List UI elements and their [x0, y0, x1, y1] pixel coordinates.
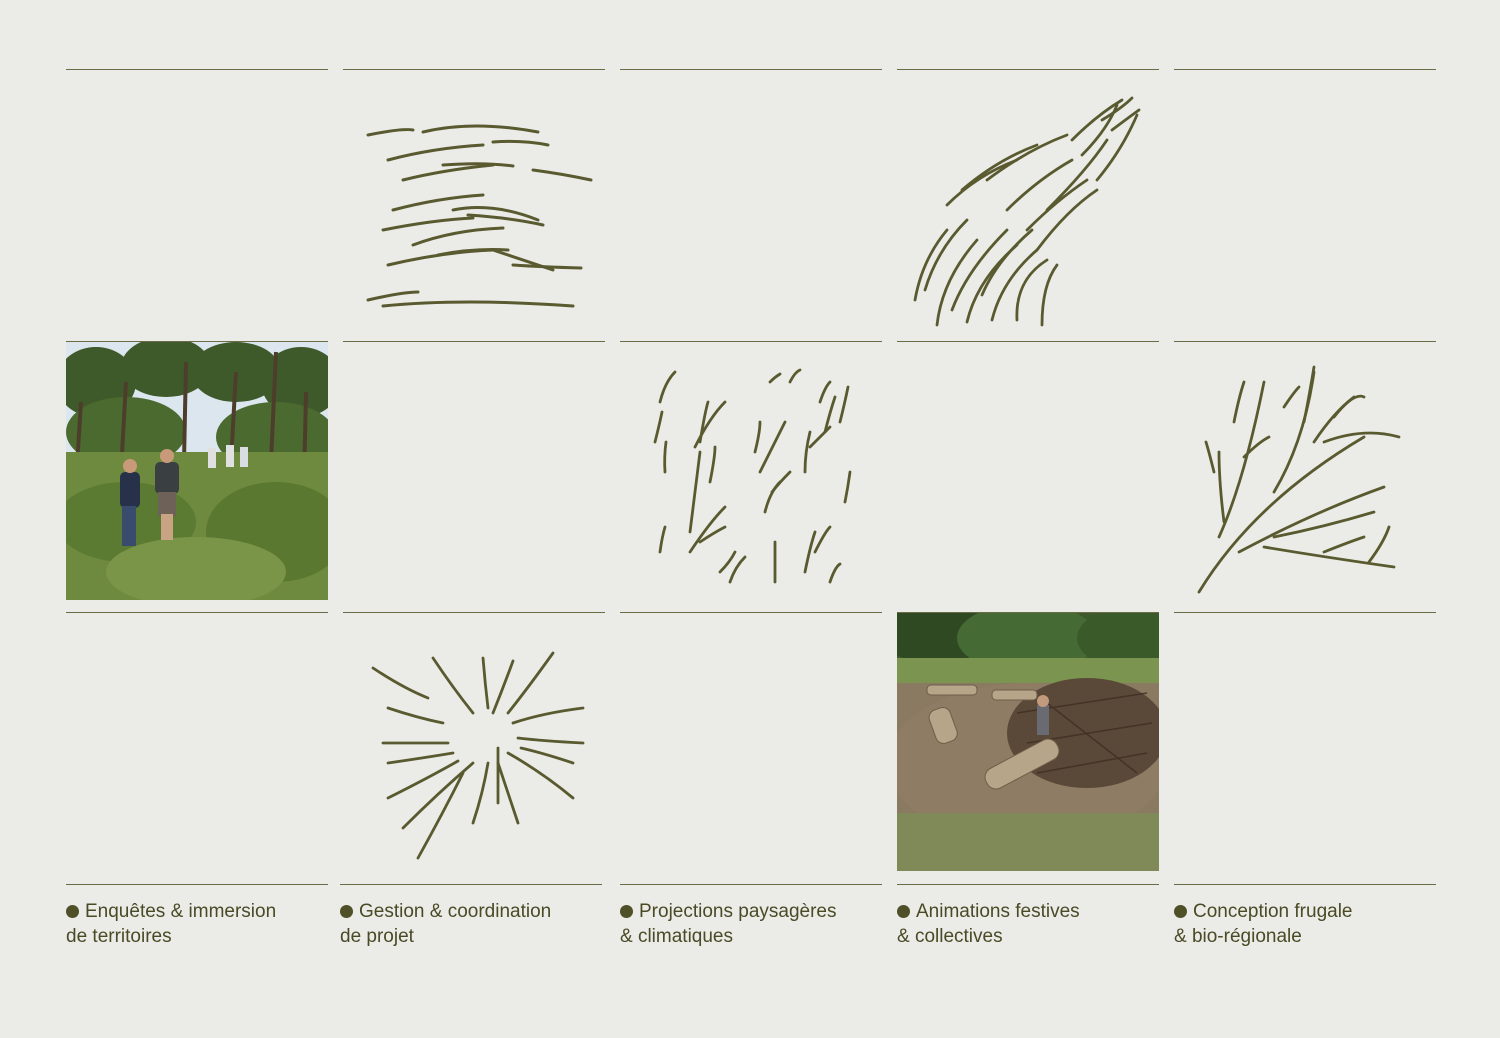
bullet-dot-icon [66, 905, 79, 918]
service-caption-5: Conception frugale & bio-régionale [1174, 884, 1436, 949]
grid-cell-r3c3 [620, 612, 882, 870]
grid-cell-r1c5 [1174, 69, 1436, 327]
grid-cell-r3c1 [66, 612, 328, 870]
grid-cell-r2c1 [66, 341, 328, 599]
caption-line-2: & bio-régionale [1174, 924, 1436, 949]
service-caption-4: Animations festives & collectives [897, 884, 1159, 949]
bullet-dot-icon [897, 905, 910, 918]
caption-line-2: de projet [340, 924, 602, 949]
caption-line-2: & climatiques [620, 924, 882, 949]
grid-cell-r2c3 [620, 341, 882, 599]
log-bench-photo [897, 613, 1159, 871]
bullet-dot-icon [620, 905, 633, 918]
caption-line-1: Gestion & coordination [359, 901, 551, 922]
grid-cell-r3c2 [343, 612, 605, 870]
grid-cell-r1c3 [620, 69, 882, 327]
bullet-dot-icon [340, 905, 353, 918]
grid-cell-r1c4 [897, 69, 1159, 327]
wave-strokes-drawing [897, 70, 1159, 328]
caption-line-1: Animations festives [916, 901, 1080, 922]
service-caption-1: Enquêtes & immersion de territoires [66, 884, 328, 949]
forest-walk-photo [66, 342, 328, 600]
caption-line-1: Enquêtes & immersion [85, 901, 276, 922]
grid-cell-r2c5 [1174, 341, 1436, 599]
horizontal-strokes-drawing [343, 70, 605, 328]
service-caption-2: Gestion & coordination de projet [340, 884, 602, 949]
branch-drawing [1174, 342, 1436, 600]
caption-line-2: & collectives [897, 924, 1159, 949]
grid-cell-r2c2 [343, 341, 605, 599]
grid-cell-r3c4 [897, 612, 1159, 870]
bullet-dot-icon [1174, 905, 1187, 918]
service-caption-3: Projections paysagères & climatiques [620, 884, 882, 949]
grid-cell-r2c4 [897, 341, 1159, 599]
caption-line-1: Projections paysagères [639, 901, 837, 922]
caption-line-2: de territoires [66, 924, 328, 949]
grid-cell-r3c5 [1174, 612, 1436, 870]
grid-cell-r1c1 [66, 69, 328, 327]
vertical-strokes-drawing [620, 342, 882, 600]
radiating-strokes-drawing [343, 613, 605, 871]
grid-cell-r1c2 [343, 69, 605, 327]
caption-line-1: Conception frugale [1193, 901, 1353, 922]
